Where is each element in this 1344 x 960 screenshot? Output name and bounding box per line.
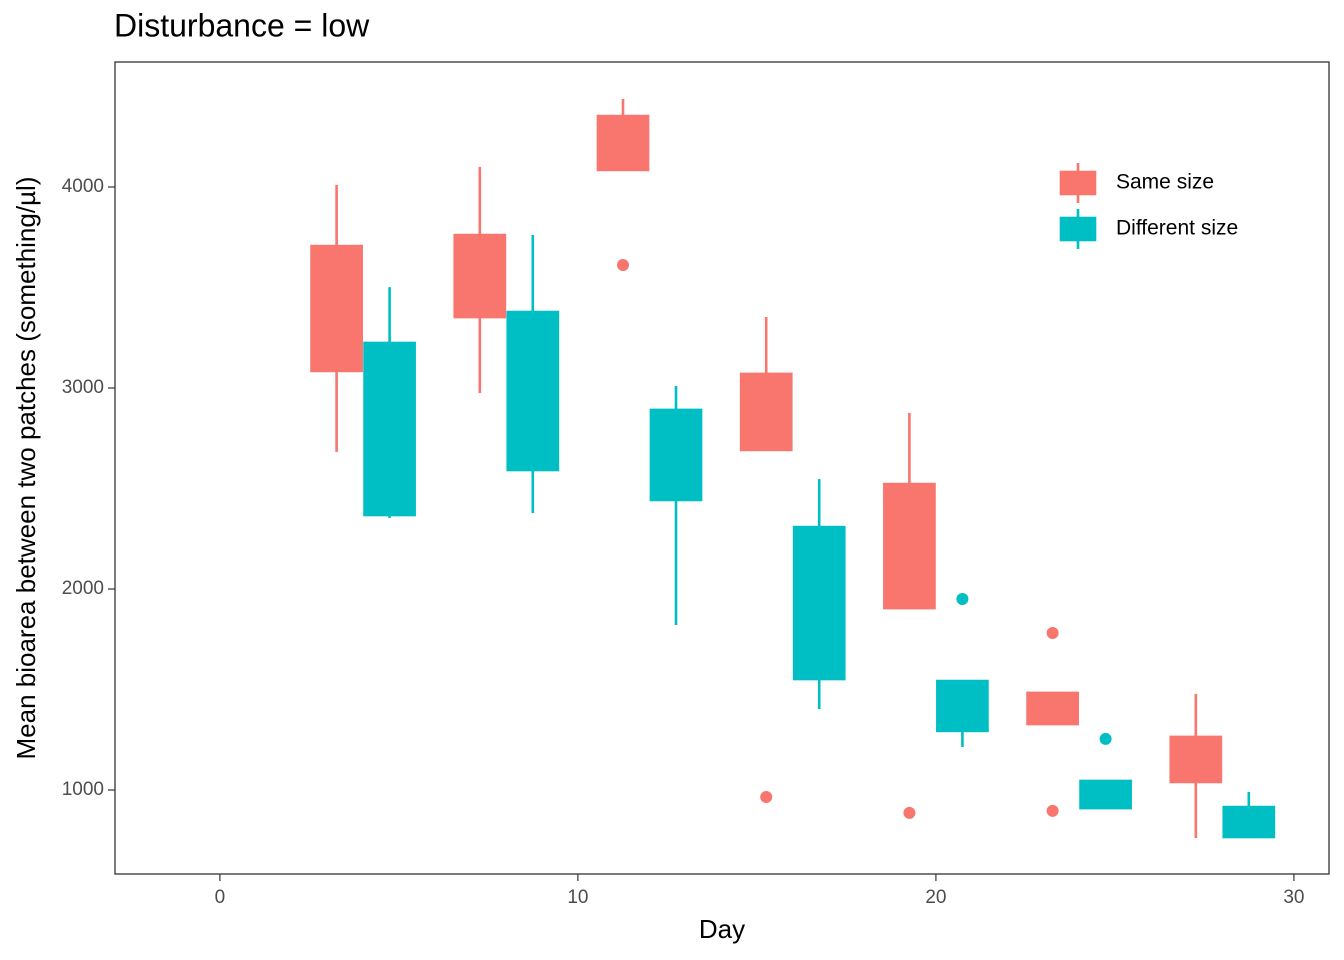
outlier bbox=[956, 593, 969, 606]
box bbox=[739, 372, 793, 452]
outlier bbox=[903, 806, 916, 819]
box bbox=[506, 310, 560, 472]
box bbox=[649, 408, 703, 502]
x-tick-label: 20 bbox=[925, 887, 946, 908]
x-axis-label: Day bbox=[699, 914, 745, 944]
box bbox=[453, 233, 507, 319]
box bbox=[596, 114, 650, 172]
outlier bbox=[1099, 732, 1112, 745]
box bbox=[1026, 691, 1079, 726]
box bbox=[792, 525, 846, 681]
outlier bbox=[617, 259, 630, 271]
box bbox=[363, 341, 416, 517]
legend-label: Same size bbox=[1116, 171, 1214, 194]
panel-border bbox=[114, 61, 1330, 875]
x-tick-label: 30 bbox=[1283, 887, 1304, 908]
legend-label: Different size bbox=[1116, 217, 1238, 240]
box bbox=[310, 244, 363, 373]
outlier bbox=[760, 791, 773, 804]
y-tick-label: 3000 bbox=[62, 377, 104, 398]
y-axis-label: Mean bioarea between two patches (someth… bbox=[11, 177, 41, 760]
y-tick-label: 1000 bbox=[62, 779, 104, 800]
legend-key bbox=[1059, 170, 1097, 196]
box bbox=[1169, 735, 1223, 784]
box bbox=[936, 679, 989, 733]
box bbox=[1079, 779, 1132, 810]
outlier bbox=[1046, 804, 1059, 817]
box bbox=[1222, 805, 1276, 839]
outlier bbox=[1046, 627, 1059, 640]
y-tick-label: 4000 bbox=[62, 176, 104, 197]
legend-key bbox=[1059, 216, 1097, 242]
box bbox=[883, 482, 936, 610]
x-tick-label: 0 bbox=[215, 887, 226, 908]
y-tick-label: 2000 bbox=[62, 578, 104, 599]
chart-title: Disturbance = low bbox=[114, 7, 370, 43]
x-tick-label: 10 bbox=[567, 887, 588, 908]
